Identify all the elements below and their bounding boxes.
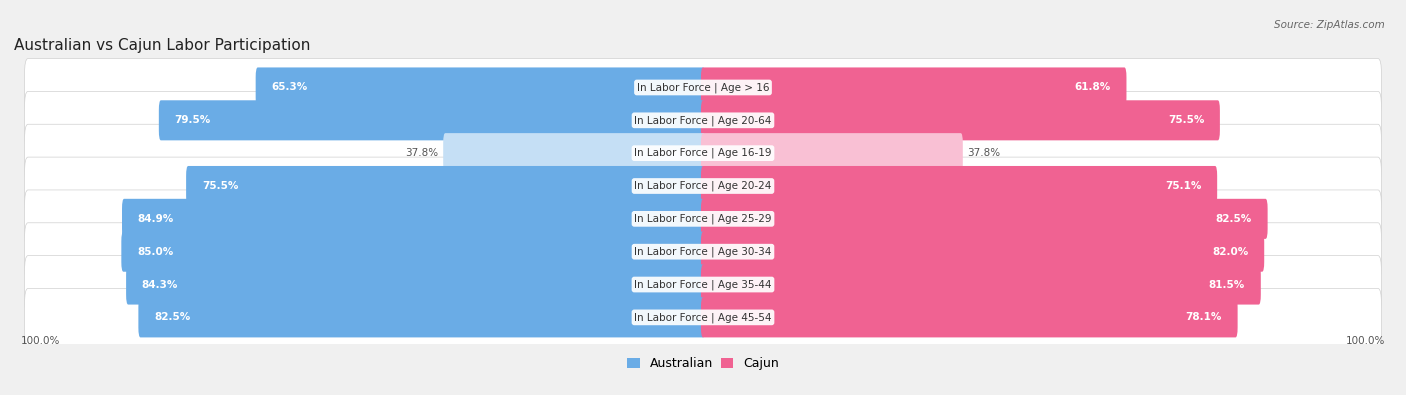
FancyBboxPatch shape [122,199,704,239]
Text: In Labor Force | Age 45-54: In Labor Force | Age 45-54 [634,312,772,323]
Text: Australian vs Cajun Labor Participation: Australian vs Cajun Labor Participation [14,38,311,53]
Text: Source: ZipAtlas.com: Source: ZipAtlas.com [1274,20,1385,30]
Text: In Labor Force | Age 16-19: In Labor Force | Age 16-19 [634,148,772,158]
Text: In Labor Force | Age 25-29: In Labor Force | Age 25-29 [634,214,772,224]
Text: 84.3%: 84.3% [142,280,179,290]
FancyBboxPatch shape [138,297,704,337]
FancyBboxPatch shape [24,256,1382,314]
FancyBboxPatch shape [24,91,1382,149]
Text: In Labor Force | Age 20-24: In Labor Force | Age 20-24 [634,181,772,191]
Text: 85.0%: 85.0% [136,247,173,257]
Text: 100.0%: 100.0% [21,336,60,346]
FancyBboxPatch shape [24,190,1382,248]
Text: 79.5%: 79.5% [174,115,211,125]
Text: 100.0%: 100.0% [1346,336,1385,346]
Text: In Labor Force | Age > 16: In Labor Force | Age > 16 [637,82,769,93]
FancyBboxPatch shape [702,68,1126,107]
Text: 84.9%: 84.9% [138,214,174,224]
FancyBboxPatch shape [121,231,704,272]
FancyBboxPatch shape [702,166,1218,206]
Text: In Labor Force | Age 30-34: In Labor Force | Age 30-34 [634,246,772,257]
Text: 82.5%: 82.5% [155,312,190,322]
Text: 61.8%: 61.8% [1074,83,1111,92]
FancyBboxPatch shape [256,68,704,107]
Text: 81.5%: 81.5% [1209,280,1246,290]
Text: In Labor Force | Age 35-44: In Labor Force | Age 35-44 [634,279,772,290]
FancyBboxPatch shape [702,297,1237,337]
Text: 37.8%: 37.8% [405,148,439,158]
Text: 75.5%: 75.5% [1168,115,1204,125]
Legend: Australian, Cajun: Australian, Cajun [623,352,783,375]
Text: 78.1%: 78.1% [1185,312,1222,322]
FancyBboxPatch shape [159,100,704,140]
FancyBboxPatch shape [186,166,704,206]
FancyBboxPatch shape [702,231,1264,272]
Text: In Labor Force | Age 20-64: In Labor Force | Age 20-64 [634,115,772,126]
FancyBboxPatch shape [702,100,1220,140]
Text: 82.5%: 82.5% [1216,214,1251,224]
FancyBboxPatch shape [443,133,704,173]
Text: 82.0%: 82.0% [1212,247,1249,257]
FancyBboxPatch shape [24,58,1382,117]
FancyBboxPatch shape [702,133,963,173]
FancyBboxPatch shape [702,265,1261,305]
Text: 37.8%: 37.8% [967,148,1001,158]
FancyBboxPatch shape [24,157,1382,215]
FancyBboxPatch shape [127,265,704,305]
FancyBboxPatch shape [24,223,1382,280]
Text: 75.1%: 75.1% [1166,181,1202,191]
FancyBboxPatch shape [24,124,1382,182]
Text: 75.5%: 75.5% [202,181,238,191]
FancyBboxPatch shape [24,288,1382,346]
FancyBboxPatch shape [702,199,1268,239]
Text: 65.3%: 65.3% [271,83,308,92]
